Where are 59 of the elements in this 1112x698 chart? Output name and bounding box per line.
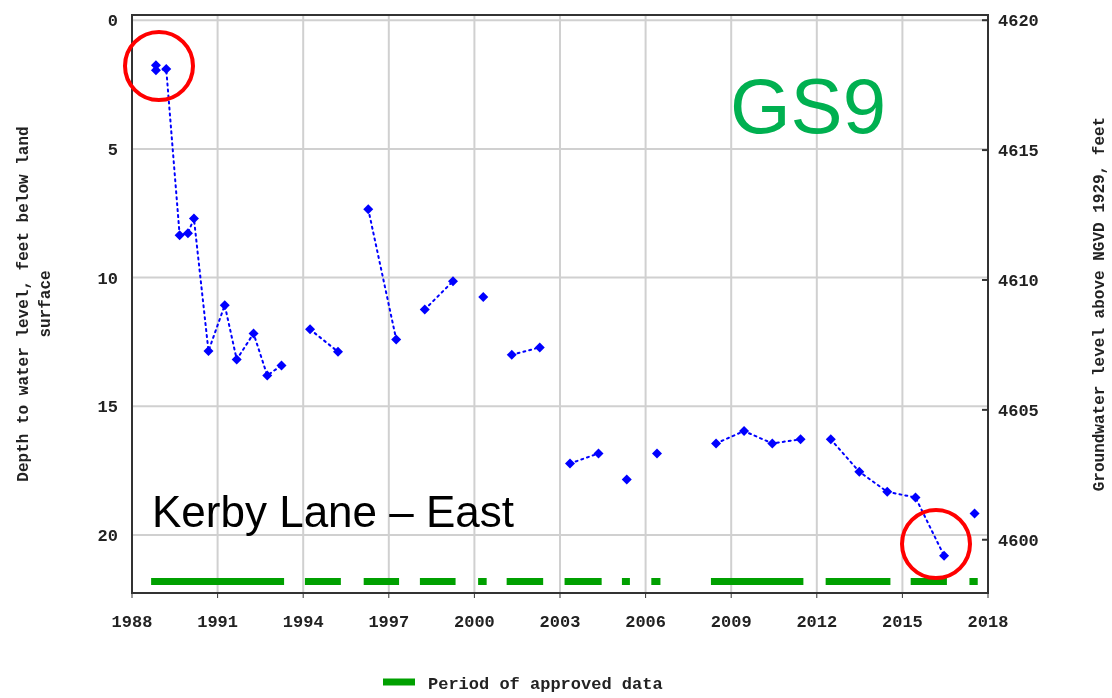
point (248, 328, 259, 339)
x-tick-label: 2009 (710, 613, 752, 632)
point (564, 458, 575, 469)
point (882, 486, 893, 497)
y2-tick-label: 4615 (998, 142, 1039, 162)
y-tick-label: 0 (107, 12, 118, 32)
point (534, 342, 545, 353)
x-tick-label: 1991 (197, 613, 239, 632)
point (305, 324, 316, 335)
point (391, 334, 402, 345)
y-axis-title: Depth to water level, feet below land surface (15, 126, 55, 482)
x-tick-label: 1994 (282, 613, 324, 632)
point (825, 434, 836, 445)
point (711, 438, 722, 449)
legend-label: Period of approved data (428, 675, 663, 694)
point (910, 492, 921, 503)
point (203, 345, 214, 356)
point (478, 291, 489, 302)
x-tick-label: 2006 (625, 613, 667, 632)
point (219, 300, 230, 311)
x-tick-label: 2018 (967, 613, 1009, 632)
annotation: Kerby Lane – East (152, 487, 515, 536)
point (506, 349, 517, 360)
point (182, 228, 193, 239)
point (652, 448, 663, 459)
y-tick-label: 20 (97, 527, 118, 547)
point (621, 474, 632, 485)
point (231, 354, 242, 365)
x-tick-label: 2015 (881, 613, 923, 632)
point (174, 230, 185, 241)
x-tick-label: 2000 (453, 613, 495, 632)
point (363, 204, 374, 215)
x-tick-label: 1997 (368, 613, 410, 632)
point (593, 448, 604, 459)
y2-axis-title: Groundwater level above NGVD 1929, feet (1091, 116, 1109, 492)
y2-tick-label: 4610 (998, 271, 1039, 291)
y2-tick-label: 4605 (998, 401, 1039, 421)
point (767, 438, 778, 449)
y2-tick-label: 4600 (998, 531, 1039, 551)
annotation: GS9 (729, 62, 887, 150)
point (854, 466, 865, 477)
x-tick-label: 1988 (111, 613, 153, 632)
point (262, 370, 273, 381)
y2-tick-label: 4620 (998, 12, 1039, 32)
point (939, 550, 950, 561)
point (448, 276, 458, 287)
point (333, 346, 344, 357)
x-tick-label: 2003 (539, 613, 581, 632)
y-tick-label: 10 (97, 269, 118, 289)
point (795, 434, 806, 445)
point (161, 64, 172, 75)
point (419, 304, 430, 315)
y-tick-label: 5 (107, 140, 118, 160)
point (739, 426, 750, 437)
point (969, 508, 980, 519)
x-tick-label: 2012 (796, 613, 838, 632)
y-tick-label: 15 (97, 398, 118, 418)
point (276, 360, 287, 371)
point (188, 213, 199, 224)
